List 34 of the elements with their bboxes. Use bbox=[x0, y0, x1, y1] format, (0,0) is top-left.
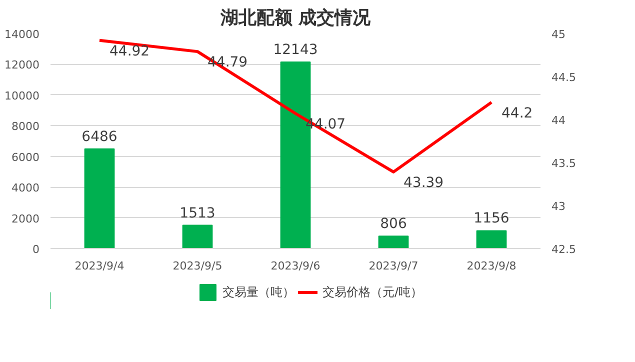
data-label: 12143 bbox=[273, 42, 318, 58]
y2-tick-label: 43.5 bbox=[552, 157, 576, 170]
legend-label: 交易价格（元/吨） bbox=[322, 284, 423, 300]
y2-tick-label: 44.5 bbox=[552, 71, 576, 84]
data-label: 806 bbox=[380, 216, 407, 232]
y-tick-label: 6000 bbox=[12, 150, 40, 164]
chart-title: 湖北配额 成交情况 bbox=[219, 8, 372, 28]
bar bbox=[182, 224, 213, 248]
data-label: 44.92 bbox=[110, 43, 150, 60]
y2-tick-label: 44 bbox=[552, 114, 566, 127]
data-label: 43.39 bbox=[404, 174, 444, 191]
bar bbox=[378, 236, 409, 248]
y-tick-label: 2000 bbox=[12, 212, 40, 226]
x-tick-label: 2023/9/7 bbox=[368, 260, 418, 272]
data-label: 6486 bbox=[82, 128, 118, 145]
y2-tick-label: 45 bbox=[552, 28, 566, 41]
data-label: 1513 bbox=[180, 205, 216, 222]
x-tick-label: 2023/9/5 bbox=[172, 260, 222, 272]
y-tick-label: 12000 bbox=[4, 58, 40, 72]
bar bbox=[84, 148, 115, 248]
x-tick-label: 2023/9/8 bbox=[466, 260, 516, 272]
y-tick-label: 4000 bbox=[12, 182, 40, 195]
x-tick-label: 2023/9/4 bbox=[74, 260, 124, 272]
y-tick-label: 0 bbox=[32, 243, 40, 256]
bar bbox=[476, 230, 507, 248]
data-label: 1156 bbox=[474, 210, 510, 227]
legend-label: 交易量（吨） bbox=[222, 284, 294, 300]
data-label: 44.2 bbox=[502, 105, 533, 122]
y2-tick-label: 42.5 bbox=[552, 243, 576, 256]
y-tick-label: 10000 bbox=[4, 89, 40, 102]
y-tick-label: 14000 bbox=[4, 28, 40, 41]
y-tick-label: 8000 bbox=[12, 120, 40, 134]
x-tick-label: 2023/9/6 bbox=[270, 260, 320, 272]
y2-tick-label: 43 bbox=[552, 200, 566, 213]
